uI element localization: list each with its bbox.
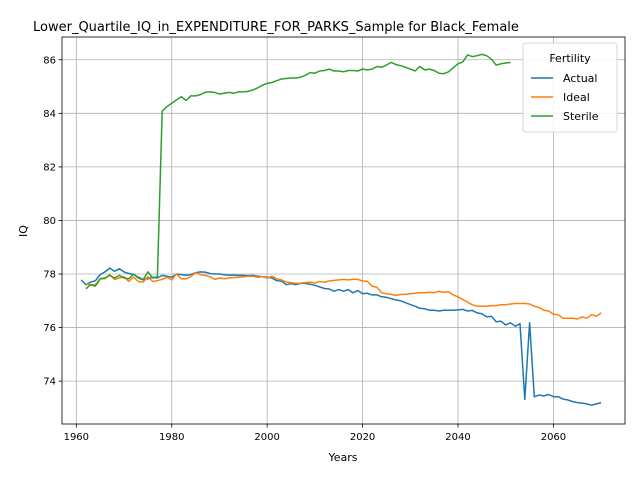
y-tick-label: 82 (43, 162, 56, 173)
y-axis-ticks: 74 76 78 80 82 84 86 (43, 55, 62, 388)
y-tick-label: 76 (43, 323, 56, 334)
y-tick-label: 78 (43, 270, 56, 281)
legend-label-ideal: Ideal (563, 91, 590, 104)
legend-items: Actual Ideal Sterile (531, 72, 599, 123)
series-line-ideal (85, 271, 602, 320)
x-tick-label: 2020 (350, 432, 375, 443)
y-axis-label: IQ (17, 225, 30, 237)
legend-title: Fertility (549, 52, 591, 65)
x-tick-label: 2060 (541, 432, 566, 443)
series-line-sterile (85, 53, 511, 290)
x-axis-ticks: 1960 1980 2000 2020 2040 2060 (64, 424, 566, 443)
x-tick-label: 2000 (254, 432, 279, 443)
series-lines (80, 53, 602, 407)
legend: Fertility Actual Ideal Sterile (522, 42, 618, 133)
y-tick-label: 80 (43, 216, 56, 227)
x-tick-label: 2040 (445, 432, 470, 443)
legend-label-actual: Actual (563, 72, 597, 85)
chart-title: Lower_Quartile_IQ_in_EXPENDITURE_FOR_PAR… (33, 20, 519, 35)
legend-label-sterile: Sterile (563, 110, 599, 123)
x-tick-label: 1960 (64, 432, 89, 443)
y-tick-label: 86 (43, 55, 56, 66)
y-tick-label: 74 (43, 377, 56, 388)
plot-frame (61, 36, 626, 425)
x-axis-label: Years (327, 451, 357, 464)
series-line-actual (80, 267, 602, 407)
y-tick-label: 84 (43, 109, 56, 120)
legend-box (522, 42, 618, 133)
x-tick-label: 1980 (159, 432, 184, 443)
